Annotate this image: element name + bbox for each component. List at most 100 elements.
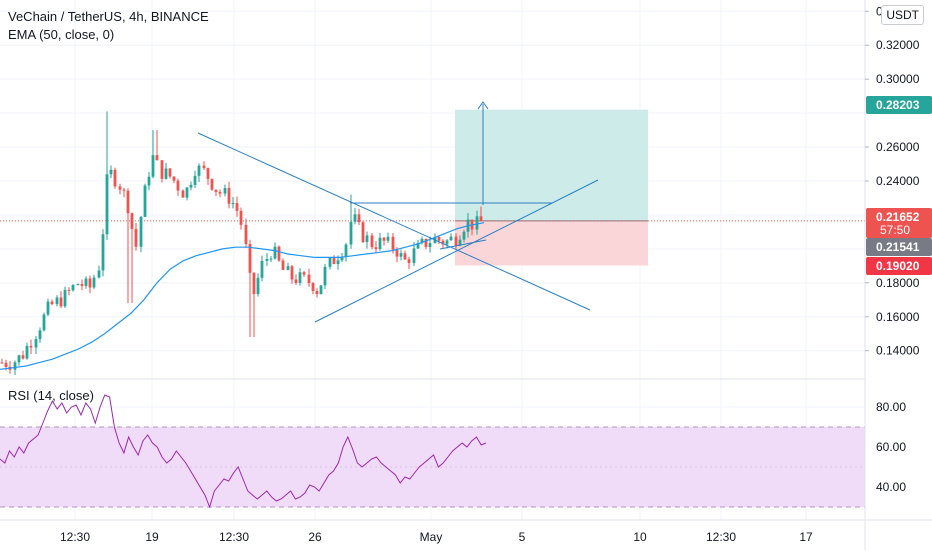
candle-body xyxy=(4,362,8,367)
candle-body xyxy=(449,236,453,241)
candle-body xyxy=(269,258,273,260)
candle-body xyxy=(227,188,231,204)
candle-body xyxy=(55,297,59,305)
candle-body xyxy=(0,362,4,364)
price-tick-label: 0.32000 xyxy=(876,38,920,52)
candle-body xyxy=(441,240,445,245)
candle-body xyxy=(118,186,122,190)
candle-body xyxy=(50,301,54,305)
time-tick-label: 12:30 xyxy=(60,530,90,544)
candle-body xyxy=(164,168,168,179)
ascending-trendline xyxy=(314,179,599,323)
candle-body xyxy=(353,214,357,222)
candle-body xyxy=(256,277,260,295)
candle-body xyxy=(386,236,390,241)
candle-body xyxy=(84,278,88,286)
candle-body xyxy=(252,272,256,295)
stop-price-tag: 0.19020 xyxy=(866,257,932,275)
candle-body xyxy=(76,284,80,286)
candle-body xyxy=(265,258,269,261)
ema-price-tag-bg xyxy=(866,238,932,256)
candle-body xyxy=(214,189,218,192)
candle-body xyxy=(323,266,327,286)
rsi-legend: RSI (14, close) xyxy=(8,388,94,403)
countdown-text: 57:50 xyxy=(880,223,910,237)
time-tick-label: 17 xyxy=(799,530,813,544)
candle-body xyxy=(113,169,117,187)
candle-body xyxy=(134,228,138,247)
candle-body xyxy=(235,203,239,211)
candle-body xyxy=(370,235,374,248)
candle-body xyxy=(231,203,235,205)
candle-body xyxy=(139,216,143,247)
candle-body xyxy=(210,178,214,190)
candle-body xyxy=(428,243,432,248)
target-price-tag: 0.28203 xyxy=(866,96,932,114)
candle-body xyxy=(462,231,466,240)
candle-body xyxy=(374,247,378,250)
rsi-line xyxy=(0,394,487,509)
ema-price-tag-text: 0.21541 xyxy=(876,240,920,254)
candle-body xyxy=(239,210,243,225)
candle-body xyxy=(202,165,206,169)
candle-body xyxy=(319,285,323,295)
candle-body xyxy=(21,355,25,359)
candle-body xyxy=(38,330,42,340)
candle-body xyxy=(181,190,185,198)
price-tick-label: 0.14000 xyxy=(876,344,920,358)
candle-body xyxy=(298,272,302,283)
candle-body xyxy=(193,175,197,185)
target-arrow-head xyxy=(477,101,489,110)
candle-body xyxy=(365,235,369,243)
candle-body xyxy=(349,221,353,245)
time-tick-label: 12:30 xyxy=(219,530,249,544)
trendlines xyxy=(197,101,599,323)
candle-body xyxy=(88,278,92,288)
candle-body xyxy=(59,297,63,307)
candle-body xyxy=(281,260,285,270)
candle-body xyxy=(97,270,101,278)
candle-body xyxy=(302,272,306,275)
time-tick-label: 12:30 xyxy=(706,530,736,544)
candle-body xyxy=(403,253,407,260)
candles xyxy=(0,111,483,376)
candle-body xyxy=(328,257,332,267)
time-tick-label: May xyxy=(420,530,443,544)
candle-body xyxy=(332,257,336,265)
rsi-tick-label: 60.00 xyxy=(876,440,906,454)
price-tick-label: 0.30000 xyxy=(876,72,920,86)
target-price-tag-bg xyxy=(866,96,932,114)
candle-body xyxy=(475,216,479,230)
candle-body xyxy=(109,169,113,175)
stop-price-tag-text: 0.19020 xyxy=(876,259,920,273)
candle-body xyxy=(340,256,344,261)
candle-body xyxy=(71,285,75,291)
target-price-tag-text: 0.28203 xyxy=(876,98,920,112)
time-tick-label: 26 xyxy=(308,530,322,544)
rsi-tick-label: 40.00 xyxy=(876,480,906,494)
candle-body xyxy=(395,249,399,257)
candle-body xyxy=(46,301,50,315)
candle-body xyxy=(315,290,319,295)
candle-body xyxy=(92,277,96,288)
stop-price-tag-bg xyxy=(866,257,932,275)
candle-body xyxy=(34,339,38,348)
candle-body xyxy=(185,187,189,198)
candle-body xyxy=(223,188,227,194)
currency-button[interactable]: USDT xyxy=(881,5,924,25)
price-tick-label: 0.16000 xyxy=(876,310,920,324)
candle-body xyxy=(143,185,147,217)
candle-body xyxy=(25,345,29,359)
candle-body xyxy=(420,238,424,243)
candle-body xyxy=(416,242,420,249)
candle-body xyxy=(391,236,395,250)
candle-body xyxy=(260,260,264,278)
candle-body xyxy=(361,222,365,243)
candle-body xyxy=(445,240,449,245)
last-price-text: 0.21652 xyxy=(876,210,920,224)
candle-body xyxy=(307,274,311,284)
candle-body xyxy=(290,266,294,280)
